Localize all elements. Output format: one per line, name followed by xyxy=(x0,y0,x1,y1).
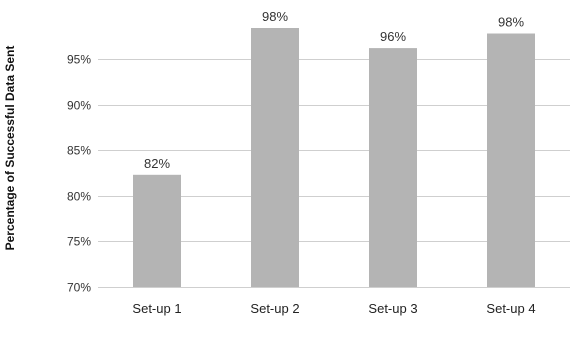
data-labels: 82% 98% 96% 98% xyxy=(144,9,524,171)
y-tick-label: 95% xyxy=(67,53,91,67)
bar-set-up1 xyxy=(133,174,181,287)
x-category-label: Set-up 2 xyxy=(250,301,299,316)
data-label: 96% xyxy=(380,29,406,44)
x-category-labels: Set-up 1 Set-up 2 Set-up 3 Set-up 4 xyxy=(132,301,535,316)
y-tick-label: 80% xyxy=(67,190,91,204)
y-tick-label: 85% xyxy=(67,144,91,158)
y-tick-label: 70% xyxy=(67,281,91,295)
y-tick-label: 75% xyxy=(67,235,91,249)
x-category-label: Set-up 4 xyxy=(486,301,535,316)
y-tick-label: 90% xyxy=(67,99,91,113)
y-axis-title: Percentage of Successful Data Sent xyxy=(3,46,17,251)
bar-set-up3 xyxy=(369,48,417,287)
x-category-label: Set-up 3 xyxy=(368,301,417,316)
bar-set-up2 xyxy=(251,28,299,287)
bar-set-up4 xyxy=(487,33,535,287)
data-label: 98% xyxy=(498,15,524,30)
data-label: 82% xyxy=(144,156,170,171)
bars xyxy=(133,28,535,287)
x-category-label: Set-up 1 xyxy=(132,301,181,316)
y-tick-labels: 70% 75% 80% 85% 90% 95% xyxy=(67,53,91,295)
data-label: 98% xyxy=(262,9,288,24)
